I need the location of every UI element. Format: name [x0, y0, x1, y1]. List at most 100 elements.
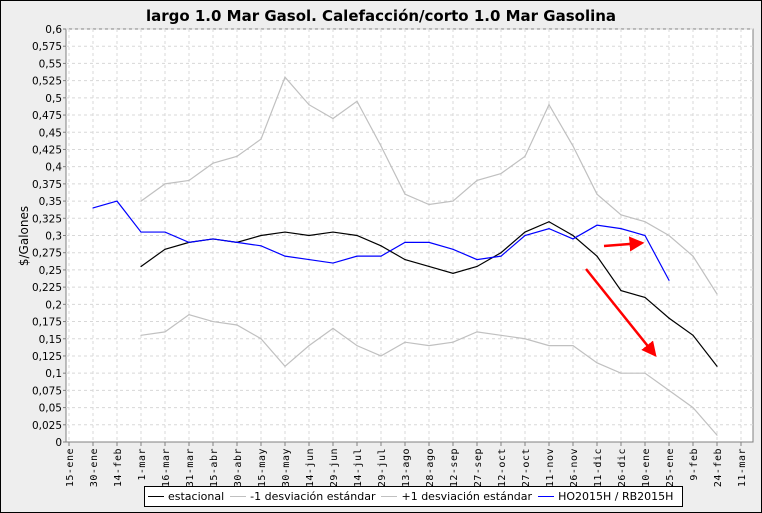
legend-swatch [538, 496, 555, 497]
data-point [476, 179, 478, 182]
data-point [140, 334, 142, 336]
data-point [668, 389, 670, 391]
y-tick-label: 0,15 [39, 334, 62, 346]
x-tick-label: 11-mar [737, 448, 748, 487]
data-point [428, 265, 430, 268]
legend-label: estacional [168, 490, 225, 503]
data-point [308, 345, 310, 347]
legend-label: -1 desviación estándar [250, 490, 376, 503]
y-tick-label: 0,275 [32, 248, 62, 260]
x-tick-label: 11-dic [593, 448, 604, 487]
x-tick-label: 14-feb [113, 448, 124, 487]
data-point [236, 155, 238, 157]
x-tick-label: 29-jun [329, 448, 340, 487]
x-tick-label: 30-may [281, 448, 292, 487]
legend-swatch [230, 496, 247, 497]
data-point [140, 200, 142, 202]
data-point [620, 289, 622, 292]
data-point [620, 214, 622, 216]
x-tick-label: 25-ene [665, 448, 676, 487]
data-point [620, 228, 622, 230]
y-tick-label: 0,025 [32, 420, 62, 432]
data-point [692, 255, 694, 257]
data-point [644, 221, 646, 223]
data-point [188, 314, 190, 316]
legend: estacional -1 desviación estándar +1 des… [144, 486, 684, 507]
data-point [452, 248, 454, 250]
y-tick-label: 0,4 [45, 162, 62, 174]
data-point [644, 372, 646, 374]
data-point [236, 241, 238, 243]
data-point [308, 258, 310, 261]
data-point [164, 183, 166, 185]
data-point [524, 155, 526, 157]
data-point [692, 334, 694, 336]
x-tick-label: 16-mar [161, 448, 172, 487]
data-point [572, 345, 574, 347]
data-point [380, 355, 382, 357]
data-point [188, 241, 190, 243]
x-tick-label: 30-ene [89, 448, 100, 487]
x-tick-label: 28-ago [425, 448, 436, 487]
data-point [620, 372, 622, 374]
data-point [524, 338, 526, 340]
data-point [596, 193, 598, 195]
y-tick-label: 0,425 [32, 144, 62, 156]
data-point [260, 338, 262, 340]
data-point [500, 255, 502, 257]
x-tick-label: 11-nov [545, 448, 556, 487]
data-point [596, 224, 598, 226]
data-point [260, 138, 262, 140]
y-tick-label: 0,2 [45, 299, 62, 311]
y-tick-label: 0,25 [39, 265, 62, 277]
data-point [548, 228, 550, 230]
data-point [476, 265, 478, 268]
data-point [164, 331, 166, 333]
data-point [668, 234, 670, 237]
data-point [692, 406, 694, 409]
data-point [140, 265, 142, 268]
x-tick-label: 13-ago [401, 448, 412, 487]
data-point [332, 327, 334, 330]
data-point [164, 231, 166, 233]
x-tick-label: 29-jul [377, 448, 388, 487]
x-tick-label: 26-nov [569, 448, 580, 487]
data-point [500, 172, 502, 175]
x-tick-label: 9-feb [689, 448, 700, 481]
y-tick-label: 0,325 [32, 213, 62, 225]
data-point [404, 193, 406, 195]
data-point [308, 234, 310, 237]
x-tick-label: 27-oct [521, 448, 532, 487]
data-point [188, 179, 190, 182]
y-tick-label: 0,575 [32, 41, 62, 53]
y-tick-label: 0,45 [39, 127, 62, 139]
red-arrow-right [603, 236, 645, 252]
data-point [500, 334, 502, 336]
legend-item: -1 desviación estándar [230, 490, 375, 503]
x-tick-label: 27-sep [473, 448, 484, 487]
y-tick-label: 0,3 [45, 231, 62, 243]
data-point [212, 162, 214, 164]
legend-swatch [381, 496, 398, 497]
y-tick-label: 0,225 [32, 282, 62, 294]
chart-title: largo 1.0 Mar Gasol. Calefacción/corto 1… [145, 7, 617, 25]
y-tick-label: 0,475 [32, 110, 62, 122]
data-point [644, 234, 646, 237]
y-tick-label: 0,125 [32, 351, 62, 363]
data-point [572, 145, 574, 147]
data-point [260, 234, 262, 237]
data-point [716, 365, 718, 367]
data-point [716, 434, 718, 436]
legend-item: estacional [148, 490, 224, 503]
data-point [332, 231, 334, 233]
x-tick-label: 14-jul [353, 448, 364, 487]
data-point [428, 241, 430, 243]
data-point [596, 362, 598, 364]
data-point [428, 203, 430, 206]
data-point [260, 245, 262, 247]
y-tick-label: 0,55 [39, 58, 62, 70]
data-point [596, 255, 598, 257]
x-tick-label: 15-ene [65, 448, 76, 487]
legend-label: HO2015H / RB2015H [558, 490, 674, 503]
data-point [356, 345, 358, 347]
